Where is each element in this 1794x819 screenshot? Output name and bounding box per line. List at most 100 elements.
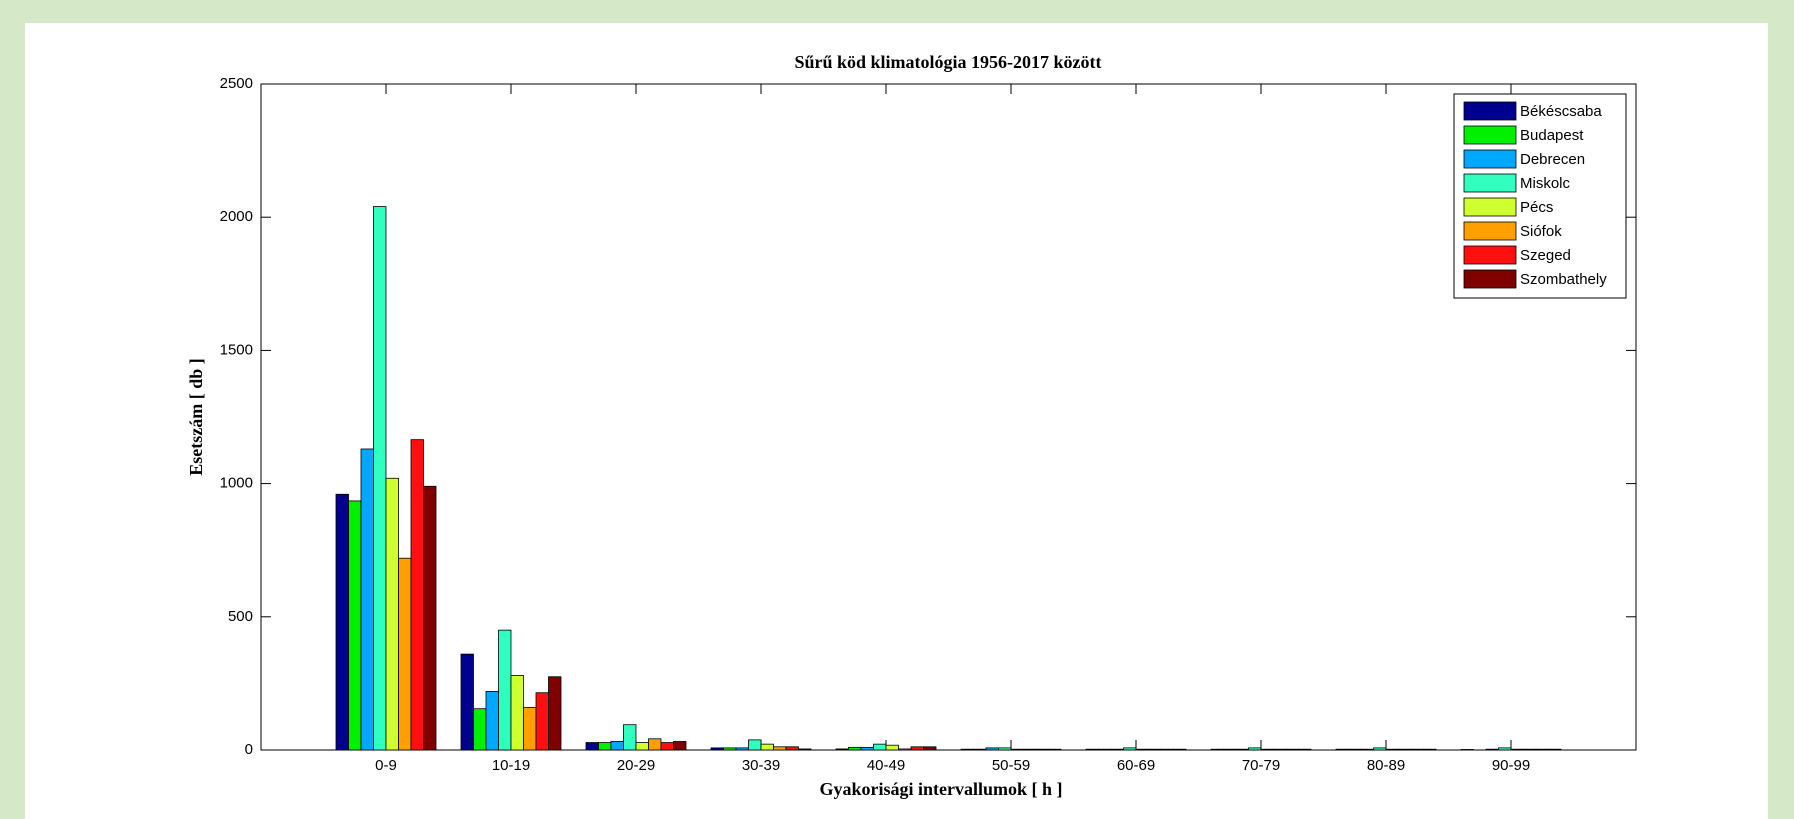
bar [985, 747, 999, 751]
bar [1373, 747, 1387, 751]
bar [1285, 748, 1299, 751]
bar [1298, 748, 1312, 751]
bar [1335, 748, 1349, 751]
bar [785, 746, 799, 751]
legend-swatch [1463, 269, 1517, 289]
bar [1123, 747, 1137, 751]
bar [1548, 748, 1562, 751]
bar [398, 557, 412, 751]
bar [373, 206, 387, 751]
y-tick-label: 500 [228, 608, 253, 625]
x-tick-label: 50-59 [992, 757, 1030, 774]
bar [385, 477, 399, 751]
bar [1460, 749, 1474, 751]
legend-label: Budapest [1520, 127, 1584, 144]
legend-label: Szeged [1520, 247, 1571, 264]
bar [835, 748, 849, 751]
bar [1423, 748, 1437, 751]
bar [535, 692, 549, 751]
bar [1035, 748, 1049, 751]
legend-label: Pécs [1520, 199, 1553, 216]
bar [1360, 748, 1374, 751]
bar [1523, 748, 1537, 751]
y-tick-label: 1000 [220, 475, 253, 492]
bar [1348, 748, 1362, 751]
bar [973, 748, 987, 751]
bar [898, 748, 912, 751]
legend-swatch [1463, 173, 1517, 193]
bar [348, 500, 362, 751]
legend-box [1453, 93, 1627, 299]
bar [598, 742, 612, 751]
bar [610, 741, 624, 751]
bar [710, 747, 724, 751]
bar [1398, 748, 1412, 751]
bar [410, 439, 424, 751]
bar [585, 742, 599, 751]
x-tick-label: 0-9 [375, 757, 397, 774]
legend-label: Szombathely [1520, 271, 1607, 288]
bar [760, 743, 774, 751]
x-tick-label: 70-79 [1242, 757, 1280, 774]
bar [498, 629, 512, 751]
bar [1048, 748, 1062, 751]
x-tick-label: 90-99 [1492, 757, 1530, 774]
bar [335, 493, 349, 751]
legend-swatch [1463, 221, 1517, 241]
bar [748, 739, 762, 751]
x-tick-label: 80-89 [1367, 757, 1405, 774]
bar [910, 746, 924, 751]
bar [735, 747, 749, 751]
bar [1085, 748, 1099, 751]
bar [648, 738, 662, 751]
legend-label: Békéscsaba [1520, 103, 1602, 120]
bar [1510, 748, 1524, 751]
y-tick-label: 2500 [220, 75, 253, 92]
bar [1098, 748, 1112, 751]
bar [998, 747, 1012, 751]
bar [1535, 748, 1549, 751]
x-axis-label: Gyakorisági intervallumok [ h ] [819, 779, 1062, 799]
bar [1385, 748, 1399, 751]
bar [1485, 748, 1499, 751]
bar [523, 706, 537, 751]
legend-label: Siófok [1520, 223, 1562, 240]
bar [423, 485, 437, 751]
bar [1498, 747, 1512, 751]
bar [1160, 748, 1174, 751]
bar [798, 748, 812, 751]
bar [1010, 748, 1024, 751]
x-tick-label: 30-39 [742, 757, 780, 774]
bar [510, 675, 524, 751]
x-tick-label: 40-49 [867, 757, 905, 774]
legend-swatch [1463, 197, 1517, 217]
bar [660, 742, 674, 751]
bar [635, 742, 649, 751]
y-tick-label: 2000 [220, 208, 253, 225]
bar [1023, 748, 1037, 751]
bar [723, 747, 737, 751]
legend-swatch [1463, 245, 1517, 265]
bar [1260, 748, 1274, 751]
bar [873, 743, 887, 751]
legend-label: Debrecen [1520, 151, 1585, 168]
y-tick-label: 0 [245, 741, 253, 758]
y-axis-label: Esetszám [ db ] [186, 358, 206, 476]
bar [773, 746, 787, 751]
bar [1110, 748, 1124, 751]
legend-label: Miskolc [1520, 175, 1571, 192]
bar [848, 746, 862, 751]
legend-swatch [1463, 149, 1517, 169]
bar [1273, 748, 1287, 751]
bar [860, 746, 874, 751]
x-tick-label: 10-19 [492, 757, 530, 774]
x-tick-label: 20-29 [617, 757, 655, 774]
bar [885, 744, 899, 751]
bar [460, 653, 474, 751]
bar [1235, 748, 1249, 751]
bar [548, 676, 562, 751]
bar [1135, 748, 1149, 751]
bar [1410, 748, 1424, 751]
bar [1248, 747, 1262, 751]
bar [1210, 748, 1224, 751]
